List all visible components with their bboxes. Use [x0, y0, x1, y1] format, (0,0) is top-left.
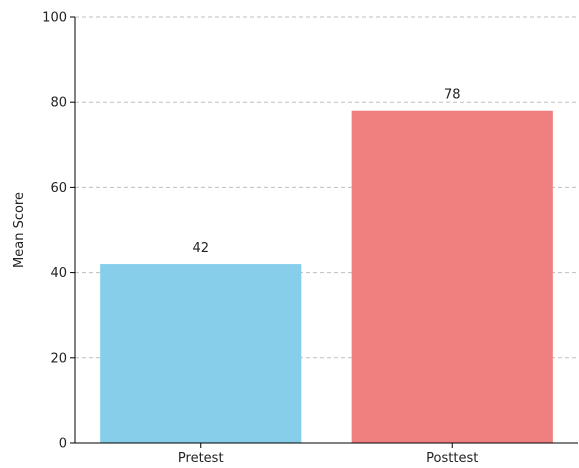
y-tick-label-0: 0 [59, 437, 67, 452]
bars [100, 110, 553, 443]
y-tick-label-80: 80 [50, 96, 67, 111]
x-axis-ticks: Pretest Posttest [178, 443, 478, 466]
x-tick-label-posttest: Posttest [426, 451, 478, 466]
axes [74, 17, 578, 444]
data-labels: 42 78 [192, 88, 460, 256]
data-label-pretest: 42 [192, 241, 209, 256]
y-tick-label-20: 20 [50, 351, 67, 366]
y-tick-label-60: 60 [50, 181, 67, 196]
y-tick-label-100: 100 [42, 11, 67, 26]
y-axis-title: Mean Score [12, 192, 27, 268]
bar-posttest [351, 110, 553, 443]
data-label-posttest: 78 [444, 88, 461, 103]
y-tick-label-40: 40 [50, 266, 67, 281]
bar-pretest [100, 264, 302, 443]
y-axis-ticks: 0 20 40 60 80 100 [42, 11, 75, 452]
x-tick-label-pretest: Pretest [178, 451, 224, 466]
